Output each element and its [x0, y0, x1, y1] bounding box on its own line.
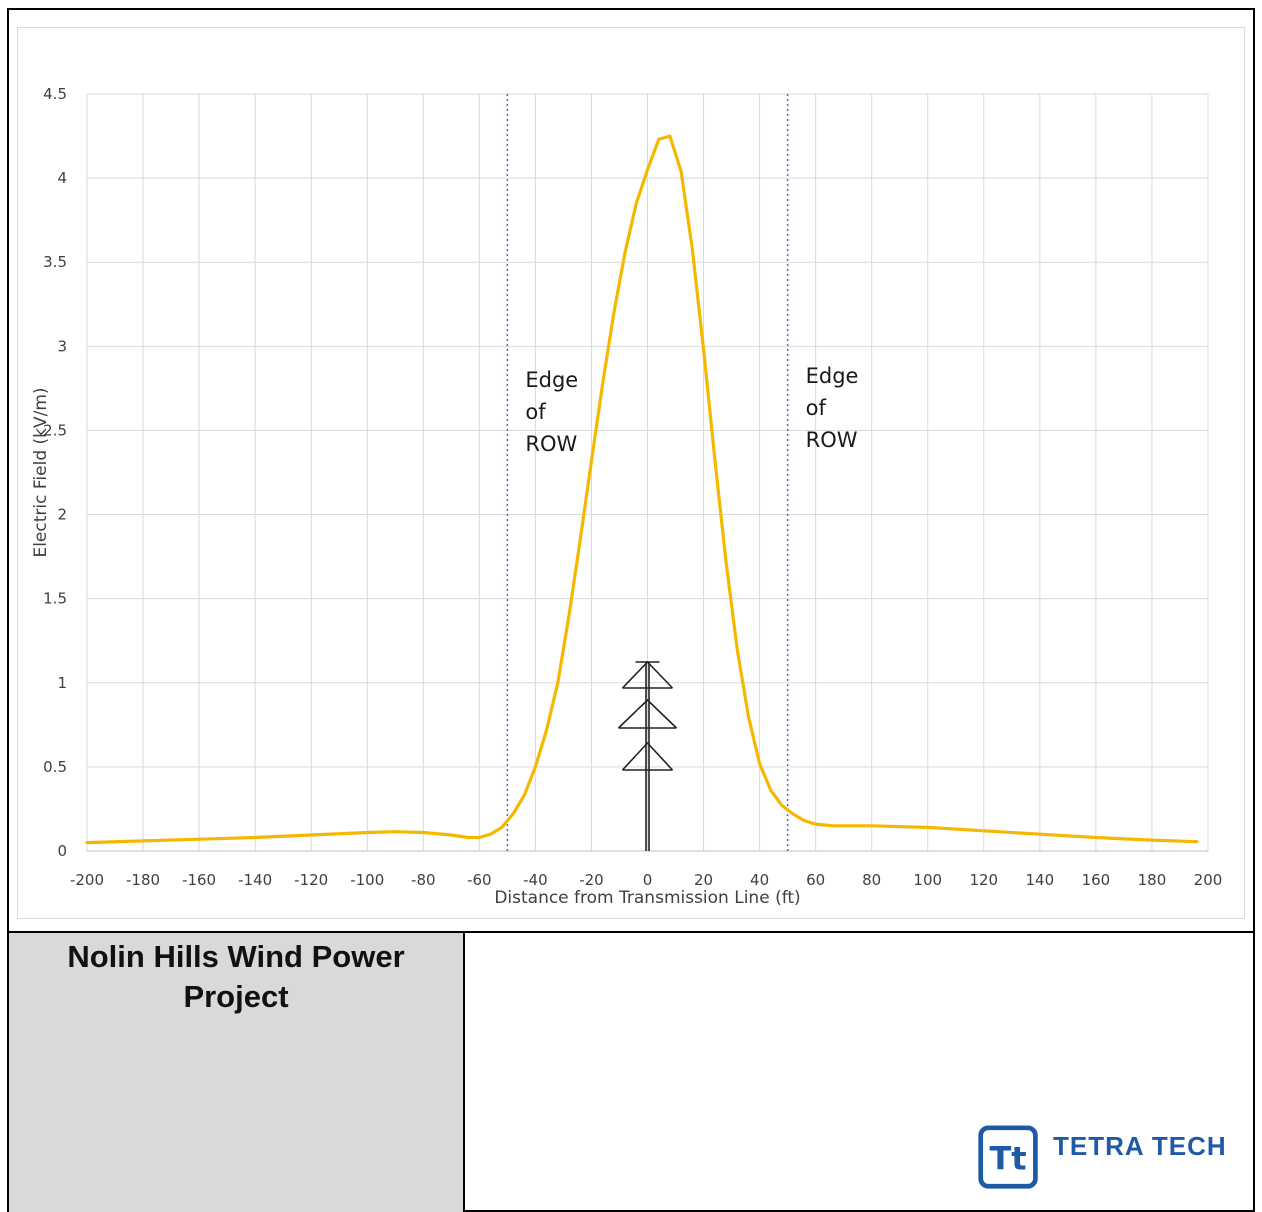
y-tick-label: 0	[57, 842, 67, 860]
y-tick-label: 0.5	[43, 758, 67, 776]
x-tick-label: 20	[694, 871, 713, 889]
axis-labels: Distance from Transmission Line (ft) Elec…	[31, 387, 801, 908]
tetra-tech-logo-icon: Tt	[978, 1125, 1038, 1189]
x-tick-label: -120	[294, 871, 328, 889]
y-tick-label: 4	[57, 169, 67, 187]
tower-arm	[621, 741, 674, 771]
x-tick-label: -160	[182, 871, 216, 889]
x-tick-label: -20	[579, 871, 604, 889]
x-tick-label: 160	[1082, 871, 1111, 889]
x-tick-label: -100	[350, 871, 384, 889]
x-tick-label: 80	[862, 871, 881, 889]
y-tick-label: 3	[57, 337, 67, 355]
y-tick-label: 2	[57, 506, 67, 524]
x-tick-label: -140	[238, 871, 272, 889]
transmission-tower-icon	[617, 660, 678, 851]
y-tick-label: 3.5	[43, 253, 67, 271]
tower-arm	[617, 698, 678, 729]
logo-text: TETRA TECH	[1053, 1131, 1227, 1161]
y-axis-label: Electric Field (kV/m)	[31, 387, 51, 557]
x-tick-label: 140	[1026, 871, 1055, 889]
x-tick-label: 180	[1138, 871, 1167, 889]
chart-area	[17, 27, 1245, 919]
x-tick-label: -40	[523, 871, 548, 889]
electric-field-line	[85, 134, 1199, 845]
tick-labels: -200 -180 -160 -140 -120 -100 -80 -60 -40 -20 0 20 4…	[43, 85, 1222, 889]
title-block-divider	[7, 931, 1255, 933]
edge-of-row-label: Edge of ROW	[525, 368, 578, 456]
x-tick-label: 120	[969, 871, 998, 889]
y-tick-label: 4.5	[43, 85, 67, 103]
project-title: Nolin Hills Wind Power Project	[67, 939, 405, 1014]
tower-arm	[621, 660, 674, 689]
edge-of-row-label: Edge of ROW	[806, 364, 859, 452]
x-tick-label: 60	[806, 871, 825, 889]
x-tick-label: 100	[913, 871, 942, 889]
x-tick-label: -200	[70, 871, 104, 889]
y-tick-label: 2.5	[43, 421, 67, 439]
y-tick-label: 1	[57, 674, 67, 692]
x-tick-label: -180	[126, 871, 160, 889]
x-tick-label: 40	[750, 871, 769, 889]
x-tick-label: -60	[467, 871, 492, 889]
y-tick-label: 1.5	[43, 590, 67, 608]
x-axis-label: Distance from Transmission Line (ft)	[494, 888, 800, 908]
chart-grid	[86, 93, 1209, 852]
x-tick-label: 0	[643, 871, 653, 889]
x-tick-label: 200	[1194, 871, 1223, 889]
chart-annotations: Edge of ROW Edge of ROW	[525, 364, 858, 456]
title-block: Nolin Hills Wind Power Project	[9, 933, 465, 1212]
logo-mark: Tt	[989, 1139, 1026, 1177]
x-tick-label: -80	[411, 871, 436, 889]
row-reference-lines	[506, 94, 789, 851]
chart-series	[85, 134, 1199, 845]
